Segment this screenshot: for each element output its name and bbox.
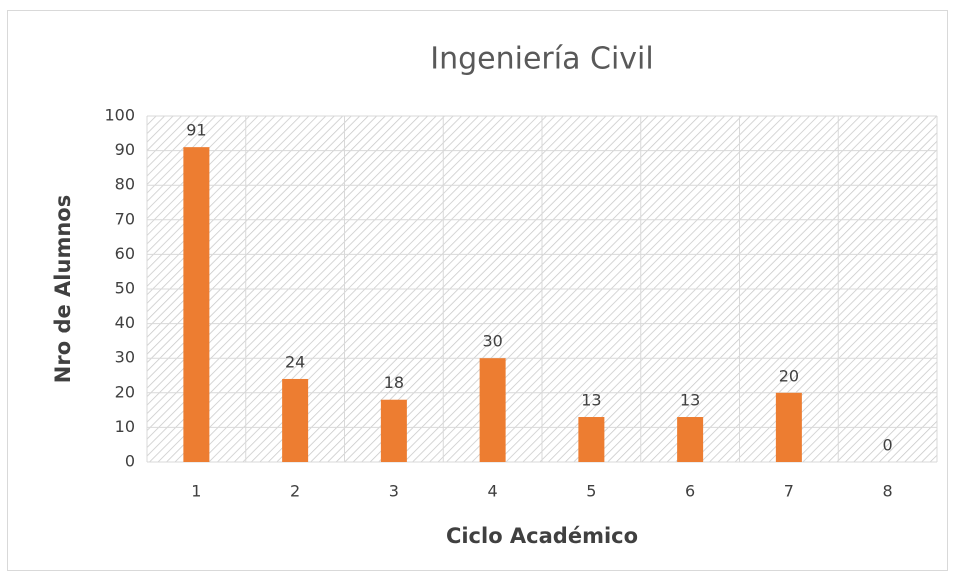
bar [677, 417, 704, 462]
y-tick-label: 40 [115, 313, 135, 332]
y-tick-label: 100 [104, 106, 135, 125]
data-label: 91 [186, 121, 206, 140]
y-tick-label: 60 [115, 244, 135, 263]
y-tick-label: 30 [115, 348, 135, 367]
y-tick-label: 70 [115, 209, 135, 228]
data-label: 13 [581, 391, 601, 410]
x-tick-label: 1 [191, 482, 201, 501]
x-tick-label: 6 [685, 482, 695, 501]
x-tick-label: 8 [883, 482, 893, 501]
x-tick-label: 4 [488, 482, 498, 501]
y-tick-label: 10 [115, 417, 135, 436]
bar [380, 399, 407, 462]
y-tick-label: 50 [115, 279, 135, 298]
x-axis-label: Ciclo Académico [446, 524, 638, 548]
data-label: 20 [779, 366, 799, 385]
x-tick-label: 5 [586, 482, 596, 501]
y-tick-label: 20 [115, 382, 135, 401]
data-label: 18 [384, 373, 404, 392]
bar [775, 392, 802, 462]
bar [578, 417, 605, 462]
y-tick-label: 80 [115, 175, 135, 194]
x-tick-label: 3 [389, 482, 399, 501]
y-tick-label: 0 [125, 452, 135, 471]
x-tick-label: 7 [784, 482, 794, 501]
data-label: 13 [680, 391, 700, 410]
bar [183, 147, 210, 462]
data-label: 30 [482, 332, 502, 351]
bar [479, 358, 506, 462]
y-tick-label: 90 [115, 140, 135, 159]
chart-title: Ingeniería Civil [430, 42, 653, 77]
y-axis-label: Nro de Alumnos [51, 195, 75, 383]
data-label: 0 [883, 436, 893, 455]
data-label: 24 [285, 352, 305, 371]
bar [282, 378, 309, 462]
x-tick-label: 2 [290, 482, 300, 501]
